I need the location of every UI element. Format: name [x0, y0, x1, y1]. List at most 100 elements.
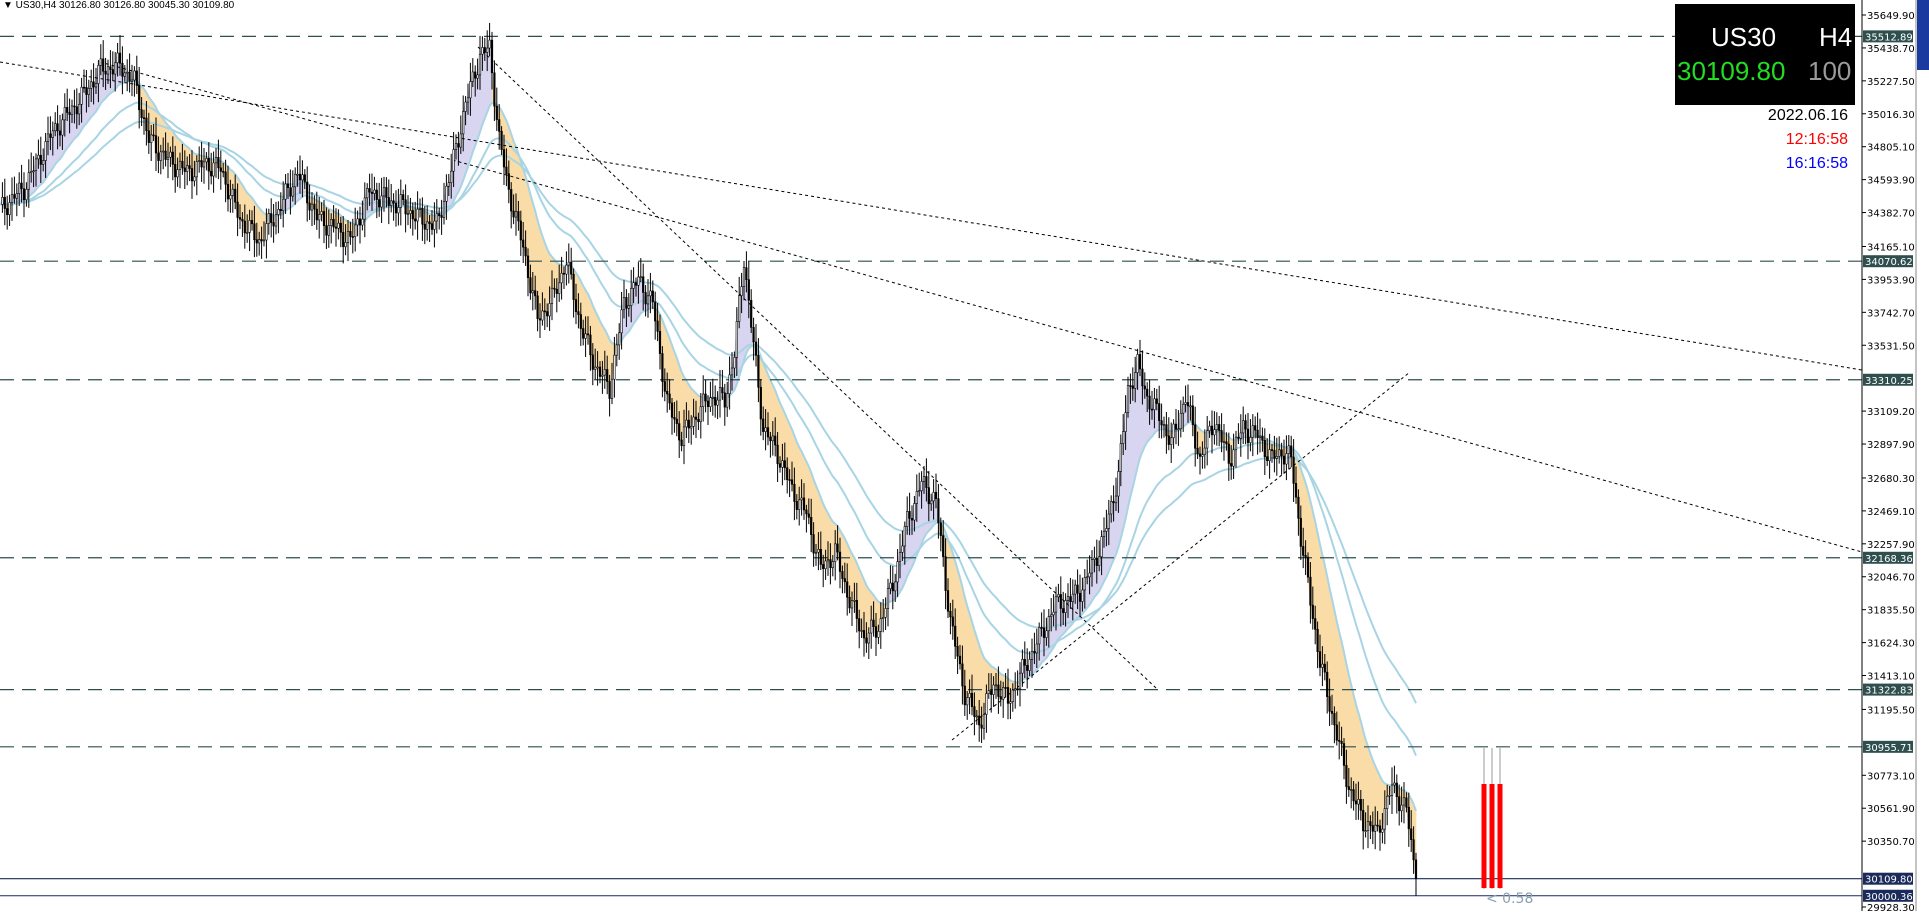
candle-body: [738, 296, 740, 322]
candle-body: [1398, 797, 1400, 811]
candle-body: [1415, 860, 1417, 879]
candle-body: [1403, 798, 1405, 805]
candle-body: [1122, 432, 1124, 444]
candle-body: [1295, 483, 1297, 497]
candle-body: [126, 72, 128, 73]
candle-body: [119, 53, 121, 63]
axis-tick-label: 34382.70: [1867, 209, 1915, 220]
candle-body: [1233, 450, 1235, 466]
candle-body: [338, 223, 340, 228]
axis-tick-label: 33531.50: [1867, 341, 1915, 352]
trendline: [478, 47, 1156, 688]
candle-body: [1396, 783, 1398, 797]
candle-body: [16, 193, 18, 198]
candle-body: [230, 195, 232, 199]
candle-body: [318, 215, 320, 220]
candle-body: [146, 118, 148, 131]
candle-body: [1043, 628, 1045, 638]
candle-body: [1010, 702, 1012, 704]
info-symbol: US30: [1711, 22, 1776, 53]
candle-body: [1382, 829, 1384, 832]
candle-body: [1019, 673, 1021, 689]
candle-body: [486, 48, 488, 52]
candle-body: [285, 184, 287, 199]
candle-body: [26, 189, 28, 199]
candle-body: [184, 168, 186, 172]
candle-body: [827, 560, 829, 561]
candle-body: [921, 481, 923, 490]
candle-body: [1353, 790, 1355, 801]
candle-body: [1262, 436, 1264, 440]
candle-body: [263, 240, 265, 241]
candle-body: [328, 225, 330, 235]
candle-body: [290, 188, 292, 196]
candle-body: [198, 161, 200, 162]
candle-body: [1158, 404, 1160, 421]
candle-body: [1173, 424, 1175, 438]
candle-body: [398, 207, 400, 212]
candle-body: [1379, 826, 1381, 833]
candle-body: [587, 334, 589, 335]
candle-body: [1401, 805, 1403, 811]
signal-marker: [1490, 784, 1495, 888]
candle-body: [618, 333, 620, 345]
candle-body: [722, 388, 724, 393]
candle-body: [215, 157, 217, 163]
candle-body: [602, 375, 604, 376]
candle-body: [815, 552, 817, 553]
axis-tick-label: 30773.10: [1867, 771, 1915, 782]
candle-body: [201, 161, 203, 167]
candle-body: [266, 224, 268, 241]
candle-body: [988, 691, 990, 694]
candle-body: [1137, 354, 1139, 372]
candle-body: [1072, 594, 1074, 602]
candle-body: [798, 500, 800, 510]
candle-body: [678, 424, 680, 440]
candle-body: [664, 382, 666, 392]
candle-body: [1017, 689, 1019, 690]
candle-body: [405, 200, 407, 214]
candle-body: [237, 202, 239, 217]
candle-body: [1290, 446, 1292, 457]
candle-body: [386, 187, 388, 197]
candle-body: [426, 222, 428, 229]
candle-body: [114, 63, 116, 74]
candle-body: [71, 106, 73, 115]
candle-body: [206, 158, 208, 161]
candle-body: [143, 118, 145, 119]
candle-body: [345, 242, 347, 246]
level-price-label: 30000.36: [1865, 892, 1913, 903]
candle-body: [59, 131, 61, 135]
candle-body: [369, 188, 371, 192]
candle-body: [38, 155, 40, 159]
candle-body: [1139, 354, 1141, 369]
candle-body: [462, 111, 464, 133]
candle-body: [1209, 426, 1211, 431]
candle-body: [45, 141, 47, 160]
candle-body: [165, 151, 167, 159]
axis-tick-label: 32469.10: [1867, 507, 1915, 518]
candle-body: [1091, 560, 1093, 573]
candle-body: [210, 171, 212, 176]
candle-body: [1154, 399, 1156, 410]
candle-body: [717, 400, 719, 405]
candle-body: [107, 67, 109, 74]
candle-body: [750, 300, 752, 327]
candle-body: [438, 213, 440, 215]
candle-body: [726, 394, 728, 407]
level-price-label: 34070.62: [1865, 257, 1913, 268]
candle-body: [330, 219, 332, 225]
candle-body: [14, 194, 16, 198]
candle-body: [93, 82, 95, 87]
candle-body: [604, 369, 606, 375]
candle-body: [669, 394, 671, 403]
candle-body: [695, 417, 697, 419]
candle-body: [911, 518, 913, 520]
candle-body: [585, 334, 587, 339]
candle-body: [1199, 454, 1201, 457]
candle-body: [35, 159, 37, 171]
candle-body: [1197, 448, 1199, 454]
candle-body: [945, 557, 947, 591]
candle-body: [1408, 807, 1410, 829]
axis-tick-label: 35227.50: [1867, 77, 1915, 88]
